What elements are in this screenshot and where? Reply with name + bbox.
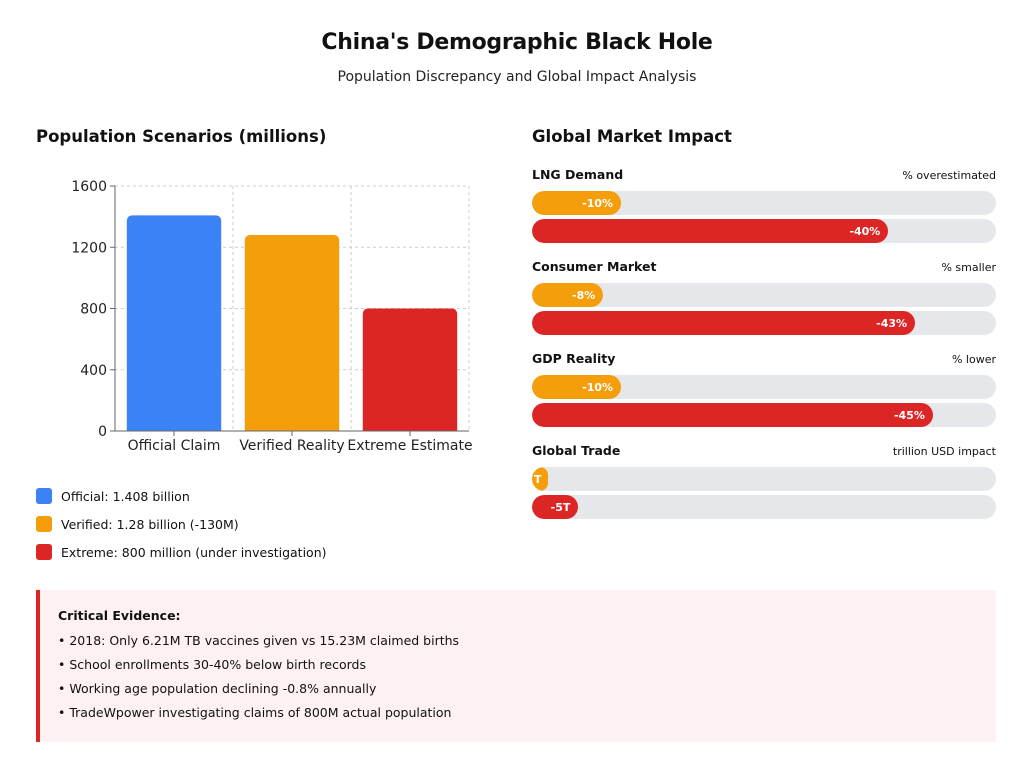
y-tick-label: 800 (80, 302, 107, 318)
bar-extreme-estimate (362, 308, 458, 431)
impact-gdp-reality: GDP Reality % lower -10% -45% (532, 351, 996, 427)
evidence-item: • 2018: Only 6.21M TB vaccines given vs … (58, 633, 460, 648)
evidence-title: Critical Evidence: (58, 608, 181, 623)
critical-evidence-box: Critical Evidence: • 2018: Only 6.21M TB… (36, 590, 996, 742)
impact-label-gdp: GDP Reality (532, 351, 616, 366)
impact-value-trade-extreme: -5T (550, 500, 571, 514)
evidence-item: • Working age population declining -0.8%… (58, 681, 377, 696)
impact-value-gdp-verified: -10% (582, 380, 614, 394)
impact-value-lng-verified: -10% (582, 196, 614, 210)
impact-track-trade-extreme: -5T (532, 495, 996, 519)
legend-item-official: Official: 1.408 billion (36, 482, 327, 510)
impact-track-consumer-extreme: -43% (532, 311, 996, 335)
population-chart-heading: Population Scenarios (millions) (36, 127, 327, 146)
impact-unit-gdp: % lower (951, 353, 996, 366)
impact-value-trade-verified: T (534, 472, 542, 486)
evidence-item: • School enrollments 30-40% below birth … (58, 657, 366, 672)
impact-value-lng-extreme: -40% (849, 224, 881, 238)
x-tick-label: Verified Reality (239, 438, 344, 454)
market-impact-heading: Global Market Impact (532, 127, 732, 146)
impact-value-consumer-extreme: -43% (876, 316, 908, 330)
y-tick-label: 400 (80, 363, 107, 379)
chart-legend: Official: 1.408 billion Verified: 1.28 b… (36, 482, 327, 566)
impact-bar-consumer-verified: -8% (532, 283, 604, 307)
impact-bar-lng-verified: -10% (532, 191, 622, 215)
impact-bar-consumer-extreme: -43% (532, 311, 916, 335)
page-title: China's Demographic Black Hole (321, 30, 713, 55)
legend-swatch-verified (36, 516, 52, 532)
legend-item-extreme: Extreme: 800 million (under investigatio… (36, 538, 327, 566)
impact-unit-lng: % overestimated (902, 169, 996, 182)
legend-label-extreme: Extreme: 800 million (under investigatio… (61, 544, 327, 560)
legend-item-verified: Verified: 1.28 billion (-130M) (36, 510, 327, 538)
y-tick-label: 0 (98, 424, 107, 440)
impact-bar-trade-verified: T (532, 467, 548, 491)
bar-official-claim (126, 215, 222, 431)
impact-track-gdp-extreme: -45% (532, 403, 996, 427)
impact-bar-trade-extreme: -5T (532, 495, 579, 519)
legend-label-verified: Verified: 1.28 billion (-130M) (61, 516, 239, 532)
evidence-item: • TradeWpower investigating claims of 80… (58, 705, 452, 720)
bar-verified-reality (244, 235, 340, 431)
impact-track-gdp-verified: -10% (532, 375, 996, 399)
legend-swatch-official (36, 488, 52, 504)
impact-bar-lng-extreme: -40% (532, 219, 889, 243)
impact-label-trade: Global Trade (532, 443, 621, 458)
x-tick-label: Official Claim (128, 438, 221, 454)
legend-label-official: Official: 1.408 billion (61, 488, 190, 504)
impact-track-consumer-verified: -8% (532, 283, 996, 307)
population-bar-chart: 0 400 800 1200 1600 Official Claim Verified Re… (71, 179, 472, 454)
page-subtitle: Population Discrepancy and Global Impact… (337, 69, 697, 85)
impact-unit-trade: trillion USD impact (892, 445, 996, 458)
impact-value-consumer-verified: -8% (572, 288, 596, 302)
impact-label-lng: LNG Demand (532, 167, 624, 182)
impact-value-gdp-extreme: -45% (893, 408, 925, 422)
legend-swatch-extreme (36, 544, 52, 560)
y-tick-label: 1200 (71, 240, 107, 256)
impact-global-trade: Global Trade trillion USD impact T -5T (532, 443, 996, 519)
x-tick-label: Extreme Estimate (347, 438, 472, 454)
impact-track-lng-extreme: -40% (532, 219, 996, 243)
impact-track-trade-verified: T (532, 467, 996, 491)
y-tick-label: 1600 (71, 179, 107, 195)
impact-bar-gdp-verified: -10% (532, 375, 622, 399)
impact-unit-consumer: % smaller (941, 261, 996, 274)
impact-label-consumer: Consumer Market (532, 259, 657, 274)
impact-track-lng-verified: -10% (532, 191, 996, 215)
impact-lng-demand: LNG Demand % overestimated -10% -40% (532, 167, 996, 243)
impact-consumer-market: Consumer Market % smaller -8% -43% (532, 259, 996, 335)
impact-bar-gdp-extreme: -45% (532, 403, 933, 427)
